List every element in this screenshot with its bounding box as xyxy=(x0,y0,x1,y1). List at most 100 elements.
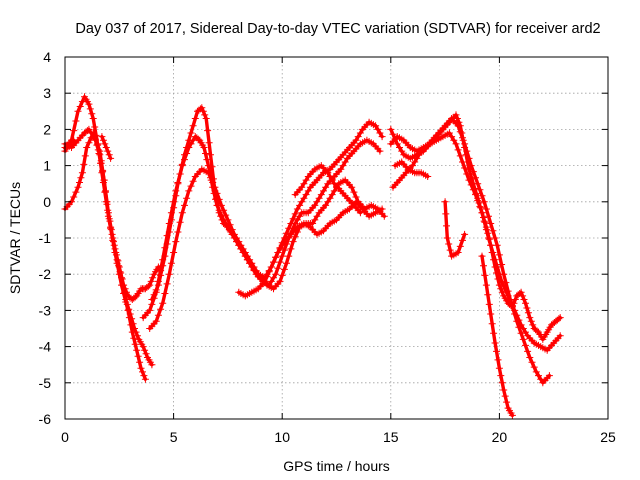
data-point xyxy=(474,180,482,188)
data-point xyxy=(80,160,88,168)
data-point xyxy=(243,252,251,260)
data-point xyxy=(159,256,167,264)
data-point xyxy=(70,193,78,201)
y-tick-label: 2 xyxy=(43,121,51,137)
data-point xyxy=(500,270,508,278)
y-tick-label: -3 xyxy=(39,302,52,318)
data-point xyxy=(482,281,490,289)
data-point xyxy=(287,245,295,253)
data-point xyxy=(465,154,473,162)
data-point xyxy=(493,263,501,271)
data-point xyxy=(274,249,282,256)
data-point xyxy=(387,125,395,133)
data-point xyxy=(459,236,466,244)
data-point xyxy=(167,209,175,217)
data-point xyxy=(452,140,460,148)
data-point xyxy=(442,210,450,218)
data-point xyxy=(181,201,188,209)
data-point xyxy=(170,249,178,256)
data-point xyxy=(413,154,421,162)
data-point xyxy=(497,372,505,380)
data-point xyxy=(178,209,186,217)
data-point xyxy=(313,198,321,206)
data-point xyxy=(493,241,501,249)
data-point xyxy=(124,306,132,314)
data-point xyxy=(140,372,148,380)
data-point xyxy=(185,144,193,151)
data-point xyxy=(304,187,312,195)
data-point xyxy=(202,150,209,157)
data-point xyxy=(378,205,386,213)
data-point xyxy=(520,296,528,303)
data-point xyxy=(376,129,384,137)
data-point xyxy=(302,191,310,199)
data-point xyxy=(487,241,495,249)
data-point xyxy=(204,127,212,135)
data-point xyxy=(215,195,223,203)
data-point xyxy=(459,134,466,142)
series-line xyxy=(389,113,562,342)
series-trace-3 xyxy=(61,129,149,383)
series-trace-4 xyxy=(98,133,115,162)
data-point xyxy=(87,134,95,142)
data-point xyxy=(127,321,135,329)
data-point xyxy=(267,277,275,285)
data-point xyxy=(133,332,141,340)
data-point xyxy=(456,242,464,250)
data-point xyxy=(528,358,536,366)
data-point xyxy=(241,249,249,256)
data-point xyxy=(556,332,564,340)
data-point xyxy=(352,136,360,144)
data-point xyxy=(187,182,195,190)
data-point xyxy=(485,234,492,242)
data-point xyxy=(391,135,399,143)
data-point xyxy=(529,321,537,329)
data-point xyxy=(86,105,94,113)
data-point xyxy=(222,211,230,219)
data-point xyxy=(485,300,493,308)
data-point xyxy=(85,125,93,133)
data-point xyxy=(495,251,503,259)
data-point xyxy=(68,138,76,145)
y-tick-label: -2 xyxy=(39,266,52,282)
data-point xyxy=(81,152,89,160)
series-trace-1 xyxy=(61,93,162,303)
data-point xyxy=(102,144,110,151)
data-point xyxy=(480,198,488,206)
data-point xyxy=(107,224,115,232)
series-line xyxy=(63,95,161,302)
data-point xyxy=(556,314,564,322)
data-point xyxy=(489,249,497,256)
data-point xyxy=(72,188,80,196)
data-point xyxy=(220,206,228,214)
data-point xyxy=(120,290,128,297)
data-point xyxy=(207,174,214,182)
data-point xyxy=(372,122,380,130)
data-point xyxy=(337,165,345,173)
data-point xyxy=(454,122,462,130)
data-point xyxy=(524,309,532,317)
data-point xyxy=(446,246,454,254)
data-point xyxy=(111,249,119,256)
data-point xyxy=(207,151,214,159)
data-point xyxy=(189,177,197,185)
data-point xyxy=(230,230,238,238)
data-point xyxy=(291,210,299,218)
data-point xyxy=(502,279,510,287)
data-point xyxy=(311,201,319,209)
data-point xyxy=(185,187,193,195)
data-point xyxy=(478,209,486,217)
data-point xyxy=(555,315,563,323)
data-point xyxy=(178,162,186,170)
data-point xyxy=(113,259,121,267)
data-point xyxy=(537,375,545,383)
series-trace-10 xyxy=(387,111,564,343)
data-point xyxy=(330,187,338,195)
data-point xyxy=(70,136,78,144)
series-trace-7 xyxy=(146,165,388,332)
data-point xyxy=(159,299,167,307)
data-point xyxy=(133,346,141,354)
data-point xyxy=(89,129,97,137)
data-point xyxy=(489,227,497,235)
data-point xyxy=(445,129,453,137)
